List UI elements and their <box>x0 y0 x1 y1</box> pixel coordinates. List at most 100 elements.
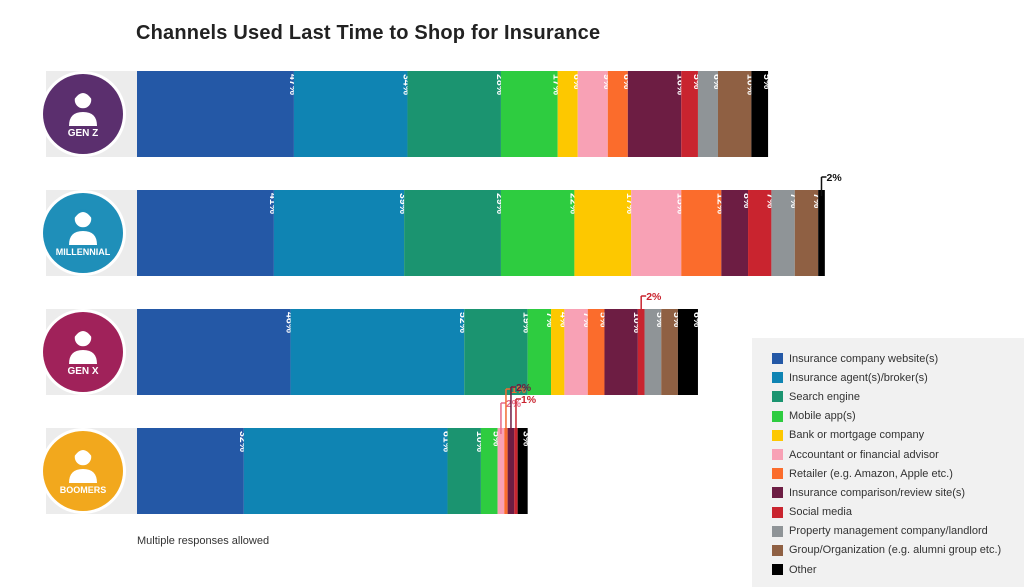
bar-segment-boomers-insurance-agent-s-broker-s <box>243 428 448 514</box>
legend-label: Bank or mortgage company <box>789 429 925 442</box>
legend-item-search-engine: Search engine <box>772 387 1024 406</box>
bar-segment-gen-z-property-management-company-landlord <box>697 71 718 157</box>
legend-swatch <box>772 564 783 576</box>
bar-segment-gen-x-social-media <box>637 309 645 395</box>
legend-swatch <box>772 506 783 518</box>
bar-segment-gen-z-other <box>751 71 769 157</box>
bar-segment-gen-x-search-engine <box>464 309 528 395</box>
legend-item-accountant-or-financial-advisor: Accountant or financial advisor <box>772 445 1024 464</box>
bar-segment-boomers-insurance-comparison-review-site-s <box>507 428 515 514</box>
legend-label: Insurance agent(s)/broker(s) <box>789 371 928 384</box>
bar-segment-gen-z-mobile-app-s <box>500 71 558 157</box>
legend-item-social-media: Social media <box>772 503 1024 522</box>
legend-label: Mobile app(s) <box>789 410 856 423</box>
callout-millennial-other: 2% <box>820 172 842 196</box>
bar-segment-gen-x-property-management-company-landlord <box>644 309 662 395</box>
person-body-icon <box>69 112 97 126</box>
data-label-boomers-other: 3% <box>521 431 533 447</box>
bar-segment-millennial-other <box>818 190 825 276</box>
data-label-gen-z-other: 5% <box>761 74 773 90</box>
bar-segment-gen-x-insurance-company-website-s <box>137 309 291 395</box>
legend-item-insurance-company-website-s: Insurance company website(s) <box>772 349 1024 368</box>
legend-item-mobile-app-s: Mobile app(s) <box>772 407 1024 426</box>
bar-segment-millennial-property-management-company-landlord <box>771 190 795 276</box>
person-body-icon <box>69 469 97 483</box>
legend-item-insurance-agent-s-broker-s: Insurance agent(s)/broker(s) <box>772 368 1024 387</box>
bar-segment-boomers-search-engine <box>447 428 481 514</box>
person-body-icon <box>69 231 97 245</box>
bar-segment-gen-x-mobile-app-s <box>527 309 552 395</box>
bar-segment-gen-x-other <box>677 309 698 395</box>
callout-gen-x-social-media: 2% <box>640 291 662 315</box>
person-body-icon <box>69 350 97 364</box>
bar-segment-millennial-insurance-agent-s-broker-s <box>273 190 405 276</box>
bar-segment-gen-x-bank-or-mortgage-company <box>551 309 565 395</box>
generation-icon-millennial: MILLENNIAL <box>40 190 126 276</box>
data-label-gen-x-other: 6% <box>691 312 703 328</box>
legend-swatch <box>772 391 783 403</box>
legend-label: Accountant or financial advisor <box>789 448 939 461</box>
bar-segment-millennial-group-organization-e-g-alumni-group-etc <box>794 190 819 276</box>
bar-segment-gen-x-accountant-or-financial-advisor <box>564 309 588 395</box>
chart-title: Channels Used Last Time to Shop for Insu… <box>136 22 601 44</box>
legend-label: Other <box>789 563 817 576</box>
bar-segment-gen-z-accountant-or-financial-advisor <box>577 71 608 157</box>
bar-segment-gen-z-group-organization-e-g-alumni-group-etc <box>717 71 752 157</box>
legend-label: Group/Organization (e.g. alumni group et… <box>789 544 1002 557</box>
legend-label: Social media <box>789 506 852 519</box>
bar-segment-gen-z-social-media <box>681 71 698 157</box>
callout-label: 2% <box>506 398 522 410</box>
legend-swatch <box>772 410 783 422</box>
legend-item-other: Other <box>772 560 1024 579</box>
legend-swatch <box>772 525 783 537</box>
legend-swatch <box>772 468 783 480</box>
bar-segment-millennial-search-engine <box>404 190 501 276</box>
callout-label: 1% <box>521 394 537 406</box>
generation-icon-gen-z: GEN Z <box>40 71 126 157</box>
generation-icon-gen-x: GEN X <box>40 309 126 395</box>
legend-swatch <box>772 429 783 441</box>
legend: Insurance company website(s) Insurance ag… <box>752 338 1024 587</box>
bar-segment-boomers-other <box>517 428 528 514</box>
footnote: Multiple responses allowed <box>137 535 270 547</box>
bar-segment-gen-x-group-organization-e-g-alumni-group-etc <box>661 309 678 395</box>
category-label-gen-z: GEN Z <box>68 128 99 139</box>
legend-item-insurance-comparison-review-site-s: Insurance comparison/review site(s) <box>772 483 1024 502</box>
bar-segment-gen-z-insurance-agent-s-broker-s <box>293 71 408 157</box>
callout-boomers-accountant-or-financial-advisor: 2% <box>500 398 522 434</box>
callout-boomers-insurance-comparison-review-site-s: 2% <box>510 382 532 434</box>
bar-segment-boomers-social-media <box>514 428 518 514</box>
bar-segment-gen-x-retailer-e-g-amazon-apple-etc <box>587 309 605 395</box>
legend-item-retailer-e-g-amazon-apple-etc: Retailer (e.g. Amazon, Apple etc.) <box>772 464 1024 483</box>
category-label-boomers: BOOMERS <box>60 485 107 495</box>
legend-label: Insurance company website(s) <box>789 352 939 365</box>
generation-icon-boomers: BOOMERS <box>40 428 126 514</box>
bar-segment-gen-x-insurance-comparison-review-site-s <box>604 309 638 395</box>
bar-segment-boomers-retailer-e-g-amazon-apple-etc <box>504 428 508 514</box>
legend-swatch <box>772 372 783 384</box>
bar-segment-boomers-insurance-company-website-s <box>137 428 244 514</box>
legend-swatch <box>772 449 783 461</box>
category-label-millennial: MILLENNIAL <box>56 247 111 257</box>
legend-label: Property management company/landlord <box>789 525 988 538</box>
bar-segment-gen-z-search-engine <box>407 71 501 157</box>
bar-segment-millennial-bank-or-mortgage-company <box>574 190 632 276</box>
legend-swatch <box>772 487 783 499</box>
bar-segment-millennial-social-media <box>748 190 772 276</box>
bar-segment-gen-z-bank-or-mortgage-company <box>557 71 578 157</box>
bar-segment-millennial-mobile-app-s <box>500 190 575 276</box>
bar-segment-boomers-mobile-app-s <box>480 428 498 514</box>
bar-segment-gen-z-insurance-comparison-review-site-s <box>627 71 682 157</box>
legend-label: Insurance comparison/review site(s) <box>789 486 966 499</box>
bar-segment-millennial-insurance-company-website-s <box>137 190 274 276</box>
legend-swatch <box>772 353 783 365</box>
legend-item-property-management-company-landlord: Property management company/landlord <box>772 522 1024 541</box>
legend-label: Search engine <box>789 390 860 403</box>
bar-segment-millennial-accountant-or-financial-advisor <box>631 190 682 276</box>
bar-segment-millennial-retailer-e-g-amazon-apple-etc <box>681 190 722 276</box>
bar-segment-millennial-insurance-comparison-review-site-s <box>721 190 749 276</box>
legend-label: Retailer (e.g. Amazon, Apple etc.) <box>789 467 953 480</box>
bar-segment-gen-z-insurance-company-website-s <box>137 71 294 157</box>
bar-segment-boomers-accountant-or-financial-advisor <box>497 428 505 514</box>
